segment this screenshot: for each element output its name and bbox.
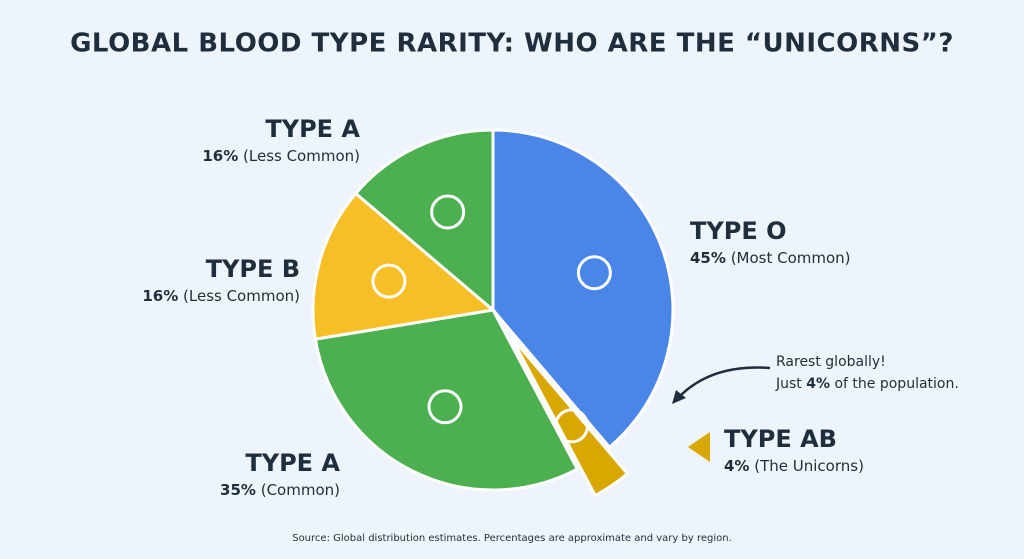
- slice-name: TYPE A: [245, 449, 340, 477]
- arrow-head: [672, 390, 686, 404]
- chart-title: GLOBAL BLOOD TYPE RARITY: WHO ARE THE “U…: [70, 29, 954, 59]
- annotation-arrow: [677, 366, 771, 399]
- annotation-text: Just: [775, 376, 806, 392]
- slice-label: 16% (Less Common): [202, 147, 360, 165]
- slice-name: TYPE B: [206, 255, 300, 283]
- pie-slice: [313, 308, 580, 492]
- slice-description: (Less Common): [243, 147, 360, 165]
- pie: [311, 128, 675, 498]
- slice-value: 16%: [202, 147, 238, 165]
- slice-icon: [371, 263, 407, 299]
- pie-slice: [311, 191, 497, 341]
- slice-name: TYPE O: [690, 217, 787, 245]
- annotation: Rarest globally!: [776, 354, 886, 370]
- slice-label: 45% (Most Common): [690, 249, 851, 267]
- slice-name: TYPE AB: [724, 425, 837, 453]
- annotation: Just 4% of the population.: [775, 376, 959, 392]
- slice-label: 16% (Less Common): [142, 287, 300, 305]
- slice-value: 35%: [220, 481, 256, 499]
- pie-slice: [509, 335, 630, 498]
- slice-description: (The Unicorns): [754, 457, 864, 475]
- slice-value: 45%: [690, 249, 726, 267]
- source-note: Source: Global distribution estimates. P…: [292, 533, 732, 544]
- pie-slice: [353, 128, 495, 314]
- slice-icon: [430, 194, 466, 230]
- slice-icon: [427, 389, 463, 425]
- slice-label: 35% (Common): [220, 481, 340, 499]
- slice-description: (Less Common): [183, 287, 300, 305]
- annotation-text: of the population.: [830, 376, 959, 392]
- slice-description: (Most Common): [731, 249, 851, 267]
- annotation-bold: 4%: [806, 376, 830, 392]
- slice-value: 16%: [142, 287, 178, 305]
- slice-icon: [576, 255, 612, 291]
- pie-slice: [491, 128, 675, 450]
- slice-value: 4%: [724, 457, 749, 475]
- slice-description: (Common): [261, 481, 340, 499]
- slice-name: TYPE A: [265, 115, 360, 143]
- pointer-marker: [688, 432, 710, 462]
- slice-label: 4% (The Unicorns): [724, 457, 864, 475]
